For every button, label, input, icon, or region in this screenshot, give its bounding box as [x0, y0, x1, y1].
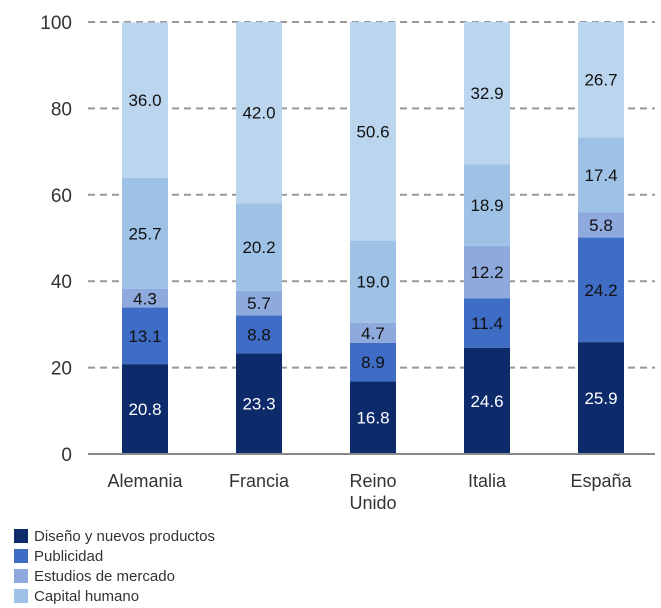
data-label: 23.3: [242, 395, 275, 414]
bar-segment: [578, 342, 624, 454]
data-label: 26.7: [584, 71, 617, 90]
bar-segment: [122, 177, 168, 289]
data-label: 20.2: [242, 238, 275, 257]
y-tick-label: 100: [40, 13, 72, 34]
legend-swatch: [14, 569, 28, 583]
legend-swatch: [14, 589, 28, 603]
legend-item: Estudios de mercado: [14, 566, 215, 586]
bar-segment: [236, 290, 282, 316]
bar-segment: [464, 22, 510, 165]
data-label: 4.7: [361, 324, 385, 343]
data-label: 18.9: [470, 196, 503, 215]
y-tick-label: 60: [51, 186, 72, 207]
data-label: 20.8: [128, 400, 161, 419]
value-labels: 20.8 13.1 4.3 25.7 36.0 23.3 8.8 5.7 20.2 42.0 16.…: [128, 71, 617, 428]
legend-item: Publicidad: [14, 546, 215, 566]
y-tick-label: 0: [61, 445, 72, 466]
bar-segment: [578, 22, 624, 138]
legend-label: Capital humano: [34, 587, 140, 605]
data-label: 16.8: [356, 409, 389, 428]
y-tick-label: 80: [51, 99, 72, 120]
bar-segment: [122, 307, 168, 365]
legend-swatch: [14, 529, 28, 543]
bar-segment: [464, 164, 510, 246]
data-label: 50.6: [356, 122, 389, 141]
bars: [122, 22, 624, 454]
bar-segment: [236, 22, 282, 204]
data-label: 4.3: [133, 289, 157, 308]
bar-segment: [350, 240, 396, 323]
x-tick-label: Francia: [229, 471, 290, 491]
data-label: 13.1: [128, 327, 161, 346]
legend-label: Estudios de mercado: [34, 567, 175, 585]
legend-swatch: [14, 549, 28, 563]
data-label: 8.9: [361, 353, 385, 372]
bar-segment: [236, 203, 282, 291]
data-label: 42.0: [242, 104, 275, 123]
bar-segment: [464, 298, 510, 348]
data-label: 17.4: [584, 166, 617, 185]
bar-segment: [578, 212, 624, 238]
legend-label: Diseño y nuevos productos: [34, 527, 215, 545]
legend-label: Publicidad: [34, 547, 104, 565]
bar-segment: [236, 353, 282, 454]
bar-segment: [122, 364, 168, 454]
data-label: 12.2: [470, 263, 503, 282]
gridlines: [88, 21, 655, 369]
bar-segment: [122, 22, 168, 178]
data-label: 11.4: [471, 314, 503, 333]
data-label: 25.7: [128, 224, 161, 243]
bar-segment: [578, 137, 624, 213]
data-label: 32.9: [470, 84, 503, 103]
data-label: 24.6: [470, 392, 503, 411]
data-label: 19.0: [356, 273, 389, 292]
bar-segment: [350, 322, 396, 343]
x-tick-label: España: [570, 471, 632, 491]
x-tick-label: Reino: [349, 471, 396, 491]
x-tick-label: Unido: [349, 493, 396, 513]
data-label: 5.8: [589, 216, 613, 235]
bar-segment: [464, 245, 510, 299]
data-label: 5.7: [247, 294, 271, 313]
bar-segment: [578, 237, 624, 343]
x-tick-label: Alemania: [107, 471, 183, 491]
y-tick-label: 20: [51, 359, 72, 380]
bar-segment: [236, 315, 282, 354]
legend: Diseño y nuevos productos Publicidad Estud…: [14, 526, 215, 606]
legend-item: Capital humano: [14, 586, 215, 606]
data-label: 36.0: [128, 91, 161, 110]
x-tick-label: Italia: [468, 471, 507, 491]
y-tick-label: 40: [51, 272, 72, 293]
data-label: 25.9: [584, 389, 617, 408]
data-label: 8.8: [247, 325, 271, 344]
bar-segment: [350, 22, 396, 241]
bar-segment: [122, 288, 168, 308]
bar-segment: [350, 381, 396, 454]
legend-item: Diseño y nuevos productos: [14, 526, 215, 546]
bar-segment: [464, 347, 510, 454]
data-label: 24.2: [584, 281, 617, 300]
bar-segment: [350, 342, 396, 382]
